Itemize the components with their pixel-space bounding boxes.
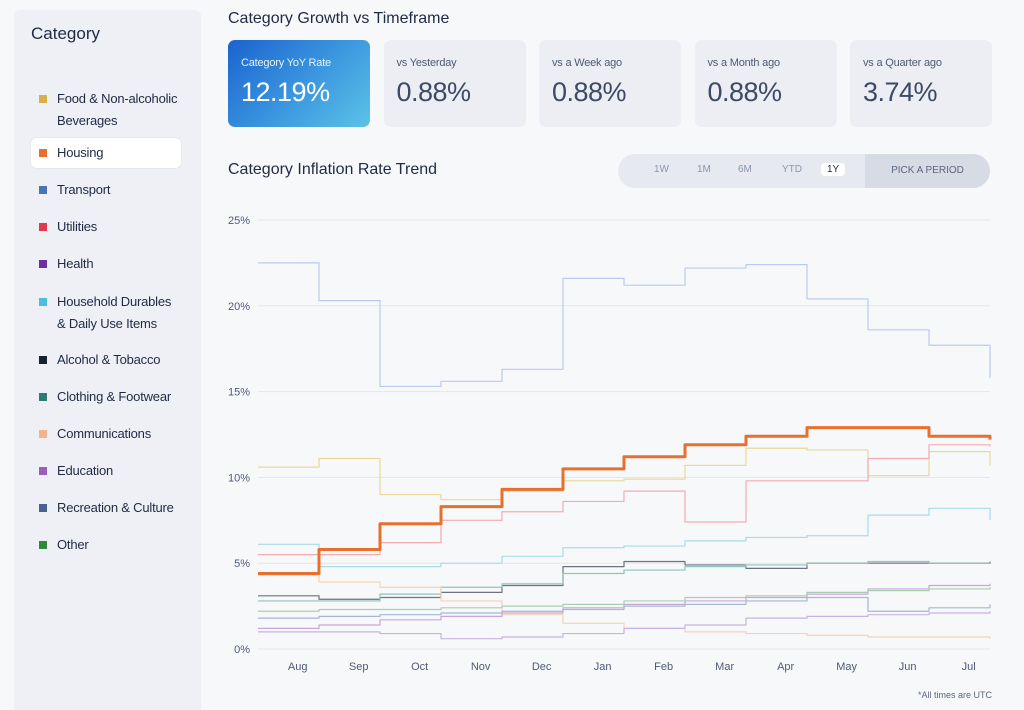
period-selector: PICK A PERIOD 1W 1M 6M YTD 1Y [618, 154, 990, 188]
utc-footnote: *All times are UTC [917, 690, 992, 700]
series-line [258, 611, 991, 640]
category-label: Transport [57, 182, 111, 197]
main-panel: Category Growth vs Timeframe Category Yo… [228, 0, 992, 710]
category-color-swatch [39, 260, 47, 268]
category-item[interactable]: Alcohol & Tobacco [31, 349, 181, 371]
category-item[interactable]: Housing [31, 138, 181, 168]
x-tick-label: Oct [411, 661, 428, 673]
growth-card-label: vs a Month ago [707, 57, 781, 69]
series-line [258, 507, 991, 568]
series-line [258, 262, 991, 388]
y-tick-label: 25% [228, 215, 250, 227]
growth-card[interactable]: vs Yesterday 0.88% [383, 40, 526, 127]
category-label: Education [57, 463, 114, 478]
category-label: Other [57, 537, 89, 552]
period-tab[interactable]: 1M [697, 164, 711, 175]
category-item[interactable]: Communications [31, 423, 181, 445]
x-tick-label: Dec [532, 661, 552, 673]
category-label: Alcohol & Tobacco [57, 352, 161, 367]
growth-card-label: vs a Week ago [552, 57, 622, 69]
category-item[interactable]: Transport [31, 179, 181, 201]
growth-card-value: 0.88% [396, 77, 472, 107]
category-color-swatch [39, 95, 47, 103]
growth-title: Category Growth vs Timeframe [228, 10, 450, 27]
growth-card-label: vs Yesterday [396, 57, 457, 69]
growth-card-label: Category YoY Rate [241, 57, 331, 69]
period-tab[interactable]: 6M [738, 164, 752, 175]
y-tick-label: 10% [228, 472, 250, 484]
category-label: Utilities [57, 219, 98, 234]
x-tick-label: Sep [349, 661, 369, 673]
y-tick-label: 0% [234, 644, 250, 656]
growth-card-value: 3.74% [863, 77, 938, 107]
category-color-swatch [39, 430, 47, 438]
series-line [258, 426, 992, 575]
category-label: Food & Non-alcoholic Beverages [57, 91, 178, 128]
category-label: Clothing & Footwear [57, 389, 171, 404]
growth-card[interactable]: vs a Month ago 0.88% [694, 40, 837, 127]
y-tick-label: 15% [228, 387, 250, 399]
period-tab[interactable]: YTD [782, 164, 802, 175]
category-color-swatch [39, 393, 47, 401]
category-color-swatch [39, 467, 47, 475]
chart-svg: 0% 5% 10% 15% 20% 25% Aug Sep Oct Nov Dec Jan Feb Mar… [228, 215, 992, 673]
series-line [258, 587, 991, 612]
category-color-swatch [39, 356, 47, 364]
growth-card[interactable]: Category YoY Rate 12.19% [228, 40, 370, 127]
trend-title: Category Inflation Rate Trend [228, 161, 438, 178]
category-item[interactable]: Clothing & Footwear [31, 386, 181, 408]
growth-card[interactable]: vs a Week ago 0.88% [539, 40, 681, 127]
x-tick-label: Apr [777, 661, 794, 673]
category-item[interactable]: Recreation & Culture [31, 497, 181, 519]
category-item[interactable]: Other [31, 534, 181, 556]
series-line [258, 560, 990, 602]
category-label: Household Durables & Daily Use Items [57, 294, 172, 331]
x-tick-label: Jun [899, 661, 917, 673]
category-label: Communications [57, 426, 152, 441]
series-line [258, 596, 991, 619]
growth-card-value: 0.88% [552, 77, 627, 107]
category-label: Recreation & Culture [57, 500, 174, 515]
category-color-swatch [39, 223, 47, 231]
growth-card-label: vs a Quarter ago [863, 57, 942, 69]
period-tab[interactable]: 1Y [821, 163, 846, 176]
growth-card[interactable]: vs a Quarter ago 3.74% [850, 40, 992, 127]
category-color-swatch [39, 504, 47, 512]
inflation-trend-chart: 0% 5% 10% 15% 20% 25% Aug Sep Oct Nov Dec Jan Feb Mar… [228, 200, 992, 680]
growth-card-value: 0.88% [707, 77, 783, 107]
category-color-swatch [39, 298, 47, 306]
pick-period-button[interactable]: PICK A PERIOD [865, 154, 990, 188]
period-tab[interactable]: 1W [654, 164, 669, 175]
category-label: Health [57, 256, 94, 271]
y-tick-label: 5% [234, 558, 250, 570]
x-tick-label: Jul [962, 661, 976, 673]
x-tick-label: Aug [288, 661, 308, 673]
category-sidebar: Category Food & Non-alcoholic Beverages H… [14, 10, 201, 710]
category-item[interactable]: Utilities [31, 216, 181, 238]
x-tick-label: Jan [594, 661, 612, 673]
category-color-swatch [39, 149, 47, 157]
category-color-swatch [39, 186, 47, 194]
growth-card-value: 12.19% [241, 77, 330, 107]
category-label: Housing [57, 145, 104, 160]
category-color-swatch [39, 541, 47, 549]
x-tick-label: May [836, 661, 857, 673]
category-item[interactable]: Food & Non-alcoholic Beverages [31, 88, 181, 132]
series-line [258, 574, 991, 639]
category-item[interactable]: Education [31, 460, 181, 482]
x-tick-label: Feb [654, 661, 673, 673]
series-line [258, 444, 991, 556]
x-tick-label: Mar [715, 661, 734, 673]
y-tick-label: 20% [228, 301, 250, 313]
sidebar-title: Category [31, 24, 100, 43]
category-item[interactable]: Health [31, 253, 181, 275]
category-item[interactable]: Household Durables & Daily Use Items [31, 291, 181, 335]
growth-cards: Category YoY Rate 12.19% vs Yesterday 0.88%… [228, 40, 992, 128]
x-tick-label: Nov [471, 661, 491, 673]
